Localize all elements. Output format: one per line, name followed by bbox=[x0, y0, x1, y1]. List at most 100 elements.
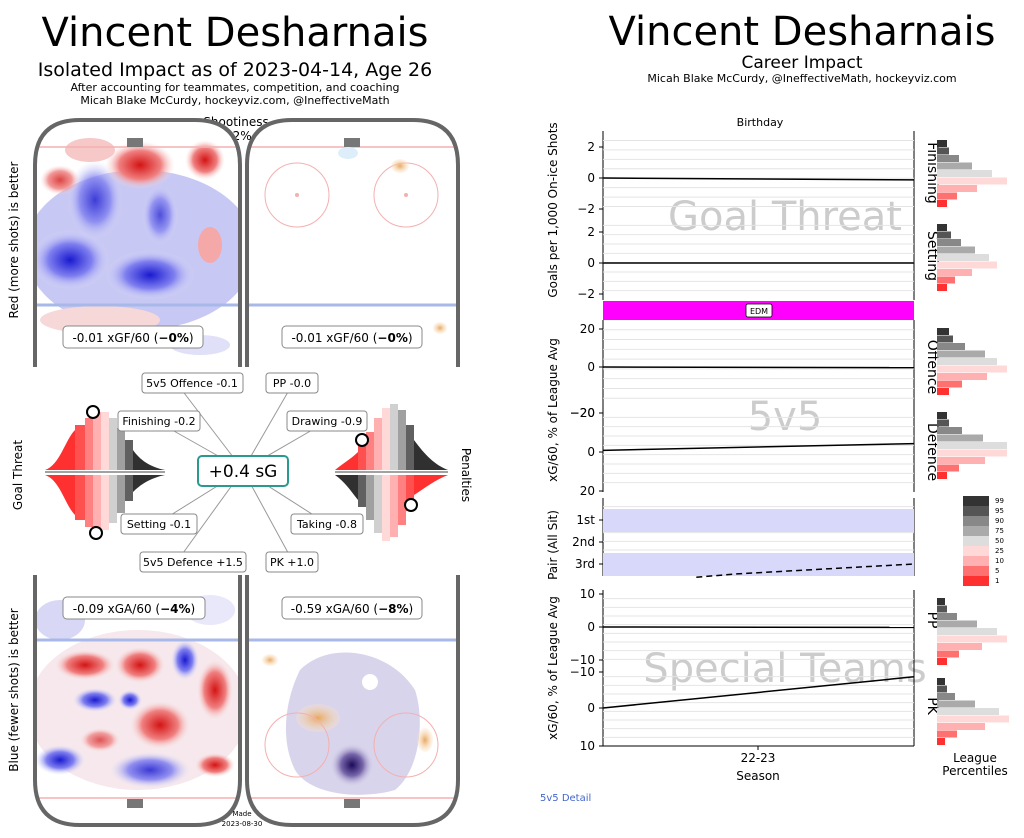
right-credit: Micah Blake McCurdy, @IneffectiveMath, h… bbox=[647, 72, 956, 85]
penalties-distribution bbox=[335, 404, 448, 541]
ylabel-goals: Goals per 1,000 On-ice Shots bbox=[546, 122, 560, 297]
histogram-bar bbox=[937, 472, 947, 479]
histogram-bar bbox=[937, 162, 972, 170]
y-tick-label: −2 bbox=[577, 287, 595, 301]
legend-label: 25 bbox=[995, 547, 1004, 555]
y-tick-label: 1st bbox=[576, 513, 595, 527]
y-tick-label: 10 bbox=[580, 739, 595, 753]
histogram-bar bbox=[937, 350, 985, 358]
y-tick-label: 2nd bbox=[572, 535, 595, 549]
blue-axis-label: Blue (fewer shots) is better bbox=[7, 608, 21, 771]
made-date: 2023-08-30 bbox=[222, 820, 263, 828]
histogram-bar bbox=[937, 650, 959, 658]
xga-pk-label: -0.59 xGA/60 (−8%) bbox=[281, 596, 423, 620]
histogram-bar bbox=[937, 635, 1007, 643]
panel-label: PK bbox=[924, 697, 940, 715]
finishing-marker bbox=[86, 405, 100, 419]
svg-text:+0.4 sG: +0.4 sG bbox=[209, 462, 278, 482]
x-axis-label: Season bbox=[736, 769, 780, 783]
histogram-bar bbox=[937, 192, 957, 200]
histogram-bar bbox=[937, 730, 957, 738]
component-drawing: Drawing -0.9 bbox=[286, 410, 368, 432]
legend-swatch bbox=[963, 516, 989, 526]
histogram-bar bbox=[937, 246, 975, 254]
legend-swatch bbox=[963, 536, 989, 546]
histogram-bar bbox=[937, 715, 1009, 723]
watermark-goal-threat: Goal Threat bbox=[668, 194, 902, 240]
legend-swatch bbox=[963, 496, 989, 506]
svg-text:Taking -0.8: Taking -0.8 bbox=[296, 518, 357, 531]
detail-link[interactable]: 5v5 Detail bbox=[540, 793, 592, 804]
league-percentile-histograms bbox=[937, 140, 1009, 745]
histogram-bar bbox=[937, 598, 945, 605]
series-line bbox=[602, 442, 915, 452]
xgf-pp-label: -0.01 xGF/60 (−0%) bbox=[281, 325, 423, 349]
component-finishing: Finishing -0.2 bbox=[117, 410, 201, 432]
pair-band-1st bbox=[603, 509, 914, 532]
svg-text:-0.09 xGA/60 (−4%): -0.09 xGA/60 (−4%) bbox=[73, 602, 195, 616]
svg-text:PP -0.0: PP -0.0 bbox=[273, 377, 311, 390]
legend-swatch bbox=[963, 566, 989, 576]
svg-text:EDM: EDM bbox=[750, 307, 768, 316]
histogram-bar bbox=[937, 276, 955, 284]
histogram-bar bbox=[937, 239, 961, 246]
drawing-marker bbox=[355, 433, 369, 447]
histogram-bar bbox=[937, 254, 989, 261]
legend-label: 1 bbox=[995, 577, 999, 585]
histogram-bar bbox=[937, 224, 947, 231]
taking-marker bbox=[404, 498, 418, 512]
component-setting: Setting -0.1 bbox=[120, 513, 198, 535]
y-tick-label: −10 bbox=[570, 653, 595, 667]
watermark-special-teams: Special Teams bbox=[643, 646, 926, 692]
histogram-bar bbox=[937, 388, 949, 395]
histogram-bar bbox=[937, 708, 999, 715]
component-offence-5v5: 5v5 Offence -0.1 bbox=[141, 372, 244, 394]
histogram-bar bbox=[937, 365, 1007, 373]
legend-label: 90 bbox=[995, 517, 1004, 525]
panel-pp: 10 0 −10 PP bbox=[570, 587, 940, 668]
goal-threat-distribution bbox=[45, 405, 165, 540]
legend-label: 75 bbox=[995, 527, 1004, 535]
team-band: EDM bbox=[603, 301, 914, 320]
histogram-bar bbox=[937, 358, 997, 365]
left-note-2: Micah Blake McCurdy, hockeyviz.com, @Ine… bbox=[80, 94, 389, 107]
panel-offence: 20 0 −20 Offence bbox=[570, 320, 940, 420]
histogram-bar bbox=[937, 685, 947, 693]
y-tick-label: 0 bbox=[587, 701, 595, 715]
histogram-bar bbox=[937, 261, 997, 269]
percentile-legend: 99 95 90 75 50 25 10 5 1 bbox=[963, 496, 1004, 586]
made-label: Made bbox=[232, 810, 251, 818]
histogram-bar bbox=[937, 328, 949, 335]
y-tick-label: −20 bbox=[570, 406, 595, 420]
left-subtitle: Isolated Impact as of 2023-04-14, Age 26 bbox=[38, 59, 432, 81]
left-note-1: After accounting for teammates, competit… bbox=[70, 81, 399, 94]
y-tick-label: 20 bbox=[580, 322, 595, 336]
svg-text:Drawing -0.9: Drawing -0.9 bbox=[292, 415, 363, 428]
legend-swatch bbox=[963, 546, 989, 556]
series-line bbox=[602, 676, 915, 709]
y-tick-label: 2 bbox=[587, 225, 595, 239]
histogram-bar bbox=[937, 449, 1007, 457]
histogram-bar bbox=[937, 155, 959, 162]
histogram-bar bbox=[937, 284, 947, 291]
y-tick-label: 20 bbox=[580, 484, 595, 498]
panel-pair-all-sit-: 1st 2nd 3rd bbox=[572, 498, 915, 578]
legend-label: 95 bbox=[995, 507, 1004, 515]
histogram-bar bbox=[937, 147, 949, 155]
histogram-bar bbox=[937, 231, 951, 239]
right-subtitle: Career Impact bbox=[741, 53, 862, 73]
legend-label: 50 bbox=[995, 537, 1004, 545]
y-tick-label: −10 bbox=[570, 665, 595, 679]
histogram-bar bbox=[937, 140, 947, 147]
panel-defence: −20 0 20 Defence bbox=[570, 406, 940, 498]
y-tick-label: 2 bbox=[587, 140, 595, 154]
y-tick-label: 0 bbox=[587, 445, 595, 459]
panel-label: Defence bbox=[924, 423, 940, 481]
percentile-histogram bbox=[937, 678, 1009, 745]
histogram-bar bbox=[937, 605, 947, 613]
percentile-histogram bbox=[937, 412, 1007, 479]
histogram-bar bbox=[937, 170, 992, 177]
histogram-bar bbox=[937, 658, 947, 665]
